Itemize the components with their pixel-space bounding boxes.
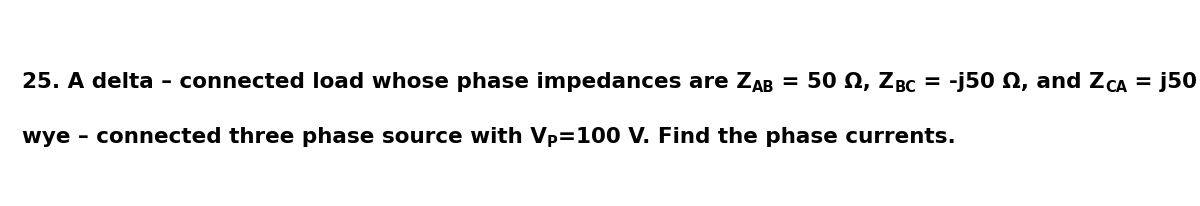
Text: CA: CA	[1105, 80, 1127, 95]
Text: 25. A delta – connected load whose phase impedances are Z: 25. A delta – connected load whose phase…	[22, 72, 752, 92]
Text: = 50 Ω, Z: = 50 Ω, Z	[774, 72, 894, 92]
Text: AB: AB	[752, 80, 774, 95]
Text: BC: BC	[894, 80, 917, 95]
Text: = j50 Ω is fed by a balanced: = j50 Ω is fed by a balanced	[1127, 72, 1200, 92]
Text: wye – connected three phase source with V: wye – connected three phase source with …	[22, 127, 547, 147]
Text: = -j50 Ω, and Z: = -j50 Ω, and Z	[917, 72, 1105, 92]
Text: =100 V. Find the phase currents.: =100 V. Find the phase currents.	[558, 127, 955, 147]
Text: P: P	[547, 135, 558, 150]
